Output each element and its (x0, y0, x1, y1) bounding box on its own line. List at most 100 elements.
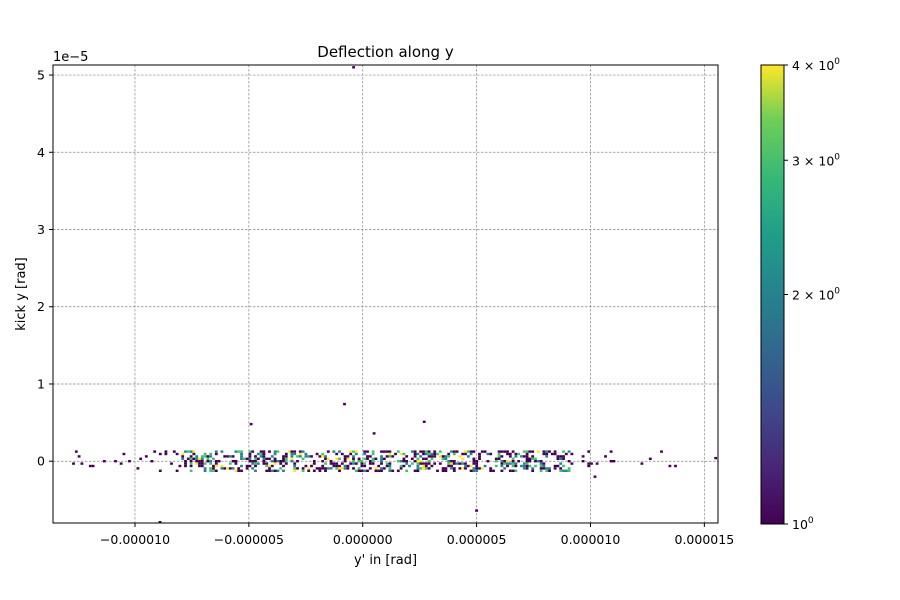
heatmap-cell (368, 467, 372, 470)
heatmap-cell (424, 452, 428, 456)
heatmap-cell (324, 462, 327, 465)
heatmap-cell (528, 464, 532, 468)
heatmap-cell (282, 460, 285, 463)
plot-area-frame (52, 64, 719, 524)
heatmap-cell (388, 464, 392, 468)
heatmap-cell (497, 450, 501, 453)
heatmap-cell (427, 460, 431, 463)
heatmap-cell (360, 462, 364, 465)
heatmap-cell (385, 462, 389, 465)
heatmap-cell (343, 457, 347, 460)
heatmap-cell (562, 464, 565, 468)
heatmap-cell (497, 455, 501, 458)
heatmap-cell (525, 455, 529, 458)
heatmap-cell (427, 467, 431, 470)
heatmap-cell (184, 464, 187, 468)
heatmap-cell (539, 464, 543, 468)
heatmap-cell (371, 462, 375, 465)
heatmap-cell (304, 455, 308, 458)
heatmap-cell (139, 457, 143, 460)
heatmap-cell (444, 467, 448, 470)
heatmap-cell (214, 452, 218, 456)
heatmap-cell (290, 450, 294, 453)
heatmap-cell (200, 457, 204, 460)
heatmap-cell (382, 450, 386, 453)
heatmap-cell (399, 464, 403, 468)
heatmap-cell (410, 457, 414, 460)
heatmap-cell (189, 460, 193, 463)
heatmap-cell (604, 455, 607, 458)
heatmap-cell (388, 469, 392, 472)
heatmap-cell (312, 469, 316, 472)
heatmap-cell (310, 464, 313, 468)
heatmap-cell (293, 469, 297, 472)
heatmap-cell (472, 460, 476, 463)
heatmap-cell (500, 462, 504, 465)
heatmap-cell (301, 469, 305, 472)
heatmap-cell (559, 467, 563, 470)
heatmap-cell (391, 455, 395, 458)
heatmap-cell (119, 462, 123, 465)
heatmap-cell (548, 469, 551, 472)
heatmap-cell (195, 462, 199, 465)
heatmap-cell (441, 469, 445, 472)
heatmap-cell (296, 455, 299, 458)
heatmap-cell (321, 452, 325, 456)
heatmap-cell (284, 462, 288, 465)
heatmap-cell (590, 462, 593, 465)
heatmap-cell (248, 464, 252, 468)
heatmap-cell (198, 457, 201, 460)
heatmap-cell (301, 467, 305, 470)
heatmap-cell (192, 450, 196, 453)
heatmap-cell (534, 464, 537, 468)
heatmap-cell (189, 462, 193, 465)
heatmap-cell (486, 452, 490, 456)
heatmap-cell (349, 462, 353, 465)
heatmap-cell (416, 460, 420, 463)
heatmap-cell (464, 452, 467, 456)
heatmap-cell (464, 462, 467, 465)
heatmap-cell (276, 460, 280, 463)
heatmap-cell (332, 464, 336, 468)
heatmap-cell (200, 462, 204, 465)
heatmap-cell (273, 450, 277, 453)
heatmap-cell (500, 464, 504, 468)
heatmap-cell (251, 450, 255, 453)
heatmap-cell (181, 452, 185, 456)
heatmap-cell (298, 452, 302, 456)
heatmap-cell (175, 452, 179, 456)
heatmap-cell (186, 450, 190, 453)
heatmap-cell (511, 450, 515, 453)
heatmap-cell (444, 469, 448, 472)
heatmap-cell (419, 467, 423, 470)
heatmap-cell (609, 460, 613, 463)
heatmap-cell (587, 464, 591, 468)
heatmap-cell (458, 462, 462, 465)
heatmap-cell (284, 460, 288, 463)
heatmap-cell (595, 462, 599, 465)
heatmap-cell (562, 450, 565, 453)
heatmap-cell (548, 467, 551, 470)
heatmap-cell (368, 462, 372, 465)
heatmap-cell (360, 464, 364, 468)
heatmap-cell (189, 464, 193, 468)
heatmap-cell (433, 450, 437, 453)
heatmap-cell (450, 464, 453, 468)
heatmap-cell (231, 467, 235, 470)
heatmap-cell (525, 464, 529, 468)
heatmap-cell (427, 462, 431, 465)
heatmap-cell (357, 460, 361, 463)
heatmap-cell (262, 462, 266, 465)
heatmap-cell (343, 455, 347, 458)
heatmap-cell (279, 460, 283, 463)
heatmap-cell (209, 469, 213, 472)
heatmap-cell (307, 469, 311, 472)
heatmap-cell (234, 469, 238, 472)
heatmap-cell (307, 455, 311, 458)
heatmap-cell (380, 462, 383, 465)
heatmap-cell (382, 467, 386, 470)
heatmap-cell (531, 469, 535, 472)
heatmap-cell (298, 455, 302, 458)
heatmap-cell (380, 450, 383, 453)
heatmap-cell (377, 469, 381, 472)
